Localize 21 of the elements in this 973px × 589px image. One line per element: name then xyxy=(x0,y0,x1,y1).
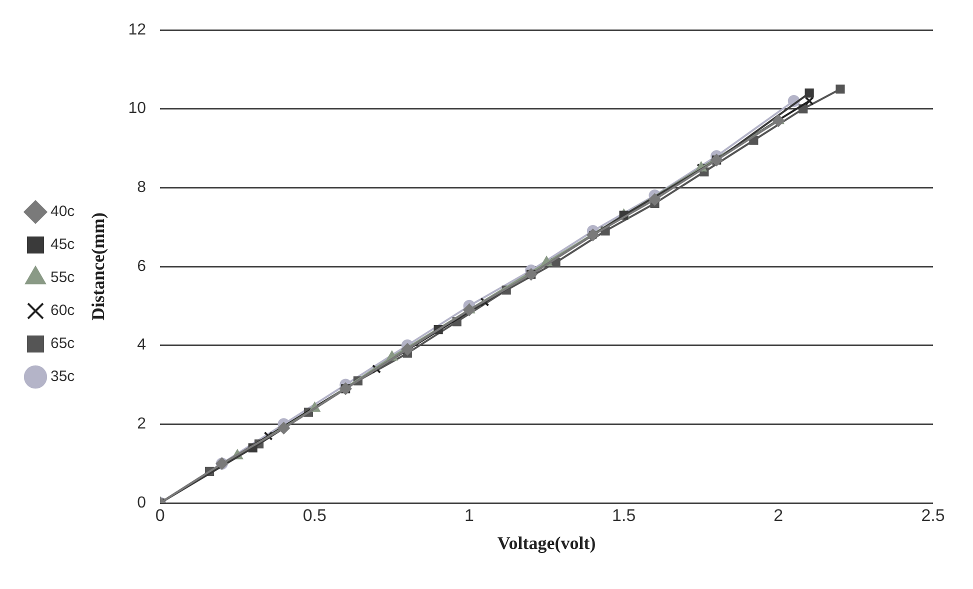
y-tick-label: 2 xyxy=(137,416,146,433)
y-tick-label: 6 xyxy=(137,258,146,275)
y-axis-title: Distance(mm) xyxy=(88,212,108,320)
x-tick-label: 2 xyxy=(774,506,784,525)
legend-label: 35c xyxy=(50,368,76,386)
x-tick-label: 0 xyxy=(155,506,165,525)
legend-label: 40c xyxy=(50,203,76,220)
legend-label: 65c xyxy=(50,335,76,352)
y-tick-label: 8 xyxy=(137,179,146,196)
x-tick-label: 1 xyxy=(464,506,474,525)
x-tick-label: 2.5 xyxy=(921,506,945,525)
y-tick-label: 0 xyxy=(137,494,146,512)
y-tick-label: 4 xyxy=(137,336,146,354)
x-axis-title: Voltage(volt) xyxy=(497,532,596,553)
legend-label: 45c xyxy=(50,236,76,254)
y-tick-label: 10 xyxy=(128,100,146,118)
y-tick-label: 12 xyxy=(128,21,146,38)
legend-label: 55c xyxy=(50,269,76,286)
legend-label: 60c xyxy=(50,302,76,320)
x-tick-label: 1.5 xyxy=(612,506,636,525)
x-tick-label: 0.5 xyxy=(302,506,326,525)
